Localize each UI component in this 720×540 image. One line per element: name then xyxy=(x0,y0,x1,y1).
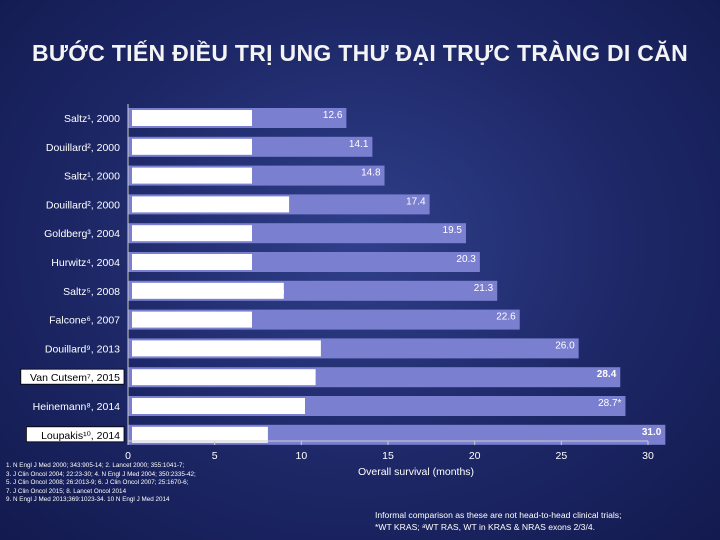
x-axis: 0 5 10 15 20 25 30 Overall survival (months) xyxy=(125,104,654,478)
regimen-label: FOLFOXIRI - bevacizumab xyxy=(138,431,259,442)
x-tick-label: 10 xyxy=(295,450,307,462)
regimen-box xyxy=(132,282,284,299)
study-label: Saltz⁵, 2008 xyxy=(63,286,120,298)
footnote-line-1: Informal comparison as these are not hea… xyxy=(375,510,622,520)
x-tick-label: 30 xyxy=(642,450,654,462)
reference-line: 7. J Clin Oncol 2015; 8. Lancet Oncol 20… xyxy=(6,487,127,495)
study-label: Saltz¹, 2000 xyxy=(64,113,120,125)
regimen-box xyxy=(132,340,321,357)
study-label: Saltz¹, 2000 xyxy=(64,171,120,183)
value-label: 28.4 xyxy=(597,369,617,380)
regimen-box xyxy=(132,225,252,242)
bars-layer: 5-FU/LV bolus 12.6 Saltz¹, 2000 5-FU/LV inf… xyxy=(20,108,666,445)
reference-line: 3. J Clin Oncol 2004; 22:23-30; 4. N Eng… xyxy=(6,470,196,478)
study-label: Van Cutsem⁷, 2015 xyxy=(30,372,120,384)
regimen-box xyxy=(132,426,268,443)
regimen-label: FOLFIRI + cetuximab (all ras wt) xyxy=(138,373,282,384)
regimen-box xyxy=(132,254,252,270)
value-label: 14.1 xyxy=(349,139,369,150)
study-label: Douillard², 2000 xyxy=(46,142,120,154)
value-label: 19.5 xyxy=(443,225,463,236)
regimen-label: IFL + bevacizumab xyxy=(138,258,223,269)
regimen-label: FOLFOX + panitumumab (all ras wt) xyxy=(138,344,299,355)
footnote: Informal comparison as these are not hea… xyxy=(375,509,621,533)
study-label: Hurwitz⁴, 2004 xyxy=(51,257,120,269)
regimen-label: FOLFIRI (de Gramont or AIO) xyxy=(138,200,270,211)
regimen-box xyxy=(132,369,316,386)
reference-line: 1. N Engl J Med 2000; 343:905-14; 2. Lan… xyxy=(6,462,185,469)
value-label: 26.0 xyxy=(555,340,575,351)
reference-line: 9. N Engl J Med 2013;369:1023-34. 10 N E… xyxy=(6,496,170,504)
study-label-box xyxy=(20,368,125,385)
footnote-line-2: *WT KRAS; ᵃWT RAS, WT in KRAS & NRAS exo… xyxy=(375,522,596,532)
regimen-label: FOLFIRI + cetuximab (k-ras wt) xyxy=(138,402,278,413)
x-axis-label: Overall survival (months) xyxy=(358,466,474,478)
value-label: 20.3 xyxy=(456,254,476,265)
value-label: 21.3 xyxy=(474,283,494,294)
regimen-label: IFL xyxy=(138,172,153,183)
study-label: Loupakis¹⁰, 2014 xyxy=(41,430,120,442)
value-label: 14.8 xyxy=(361,168,381,179)
page-title: BƯỚC TIẾN ĐIỀU TRỊ UNG THƯ ĐẠI TRỰC TRÀN… xyxy=(31,40,689,66)
value-label: 17.4 xyxy=(406,196,426,207)
study-label: Douillard⁹, 2013 xyxy=(45,343,120,355)
x-tick-label: 25 xyxy=(555,450,567,462)
regimen-box xyxy=(132,311,252,328)
study-label: Falcone⁶, 2007 xyxy=(49,315,120,327)
references: 1. N Engl J Med 2000; 343:905-14; 2. Lan… xyxy=(6,462,196,505)
regimen-box xyxy=(132,167,252,184)
regimen-label: FOLFOX xyxy=(138,229,178,240)
study-label: Heinemann⁸, 2014 xyxy=(33,401,120,413)
regimen-box xyxy=(132,110,252,126)
regimen-box xyxy=(132,138,252,155)
regimen-label: FOLFOXIRI xyxy=(138,316,191,327)
value-label: 22.6 xyxy=(496,312,516,323)
x-tick-label: 5 xyxy=(212,450,218,462)
value-label: 28.7* xyxy=(598,398,621,409)
x-tick-label: 20 xyxy=(469,450,481,462)
x-tick-label: 15 xyxy=(382,450,394,462)
regimen-box xyxy=(132,196,290,213)
study-label: Goldberg³, 2004 xyxy=(44,228,120,240)
regimen-label: XELOX/FOLFOX + bevacizumab xyxy=(138,287,285,298)
study-label: Douillard², 2000 xyxy=(46,199,120,211)
regimen-label: 5-FU/LV infusion xyxy=(138,143,212,154)
value-label: 31.0 xyxy=(642,427,662,438)
study-label-box xyxy=(25,426,125,443)
x-tick-label: 0 xyxy=(125,450,131,462)
regimen-label: 5-FU/LV bolus xyxy=(138,114,201,125)
reference-line: 5. J Clin Oncol 2008; 26:2013-9; 6. J Cl… xyxy=(6,479,189,487)
value-label: 12.6 xyxy=(323,110,343,121)
regimen-box xyxy=(132,398,305,414)
